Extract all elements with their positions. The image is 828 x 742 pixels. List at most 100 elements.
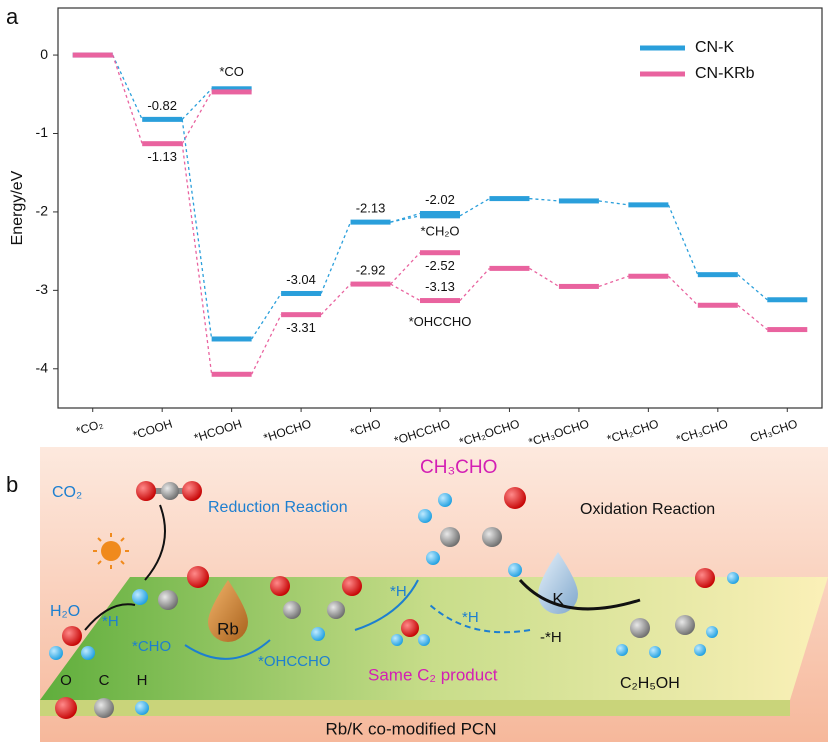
x-tick-label: *CHO <box>348 417 382 440</box>
atom-h <box>706 626 718 638</box>
ethanol-label: C₂H₅OH <box>620 675 680 692</box>
atom-h <box>132 589 148 605</box>
value-label: -2.92 <box>356 263 386 278</box>
atom-h <box>49 646 63 660</box>
rb-drop <box>208 580 248 642</box>
value-label: -2.52 <box>425 258 455 273</box>
connector <box>529 197 559 202</box>
arrow <box>84 603 136 631</box>
energy-diagram: a Energy/eV 0 -1 -2 -3 -4 *CO₂ *COOH *HCOOH *HOC… <box>6 4 823 450</box>
value-label: -2.02 <box>425 192 455 207</box>
atom-c <box>482 527 502 547</box>
y-tick-label: -2 <box>36 203 49 219</box>
h-label: *H <box>462 609 479 626</box>
co2-label: CO₂ <box>52 484 82 501</box>
panel-label: b <box>6 472 18 497</box>
connector <box>320 283 352 316</box>
atom-h <box>391 634 403 646</box>
k-drop <box>538 552 578 614</box>
x-tick-label: CH₃CHO <box>748 417 799 445</box>
y-tick-label: -4 <box>36 359 49 375</box>
annotation: *OHCCHO <box>409 314 472 329</box>
atom-o <box>55 697 77 719</box>
connector <box>390 252 421 285</box>
x-tick-label: *CH₃OCHO <box>527 417 591 450</box>
value-label: -1.13 <box>147 149 177 164</box>
h-label: *H <box>390 583 407 600</box>
connector <box>112 54 143 120</box>
reduction-label: Reduction Reaction <box>208 499 348 516</box>
atom-o <box>62 626 82 646</box>
oxidation-label: Oxidation Reaction <box>580 501 715 518</box>
intermediate-label: *CH₂O <box>421 224 460 239</box>
atom-o <box>342 576 362 596</box>
atom-c <box>158 590 178 610</box>
atom-h <box>649 646 661 658</box>
atom-c <box>94 698 114 718</box>
panel-label: a <box>6 4 19 29</box>
energy-level <box>558 283 599 289</box>
value-label: -2.13 <box>356 201 386 216</box>
connector <box>459 198 490 217</box>
connector <box>390 283 421 302</box>
connector <box>251 314 282 375</box>
energy-level <box>281 290 322 296</box>
energy-level <box>767 327 808 333</box>
connector <box>459 267 490 301</box>
connector <box>529 267 560 287</box>
atom-h <box>616 644 628 656</box>
legend-o: O <box>60 672 72 689</box>
atom-c <box>161 482 179 500</box>
legend-h: H <box>137 672 148 689</box>
atom-h <box>508 563 522 577</box>
connector <box>251 293 282 340</box>
atom-h <box>727 572 739 584</box>
arrow <box>429 604 531 634</box>
connector <box>390 212 421 223</box>
atom-o <box>270 576 290 596</box>
x-tick-label: *CO₂ <box>74 416 105 438</box>
arrow <box>184 639 271 660</box>
atom-h <box>311 627 325 641</box>
energy-level <box>767 297 808 303</box>
atom-o <box>695 568 715 588</box>
ohccho-label: *OHCCHO <box>258 653 331 670</box>
x-tick-label: *HCOOH <box>192 417 243 446</box>
cho-label: *CHO <box>132 638 171 655</box>
value-label: -0.82 <box>147 98 177 113</box>
value-label: -3.31 <box>286 320 316 335</box>
substrate-label: Rb/K co-modified PCN <box>325 719 496 738</box>
connector <box>181 119 213 340</box>
atom-o <box>136 481 156 501</box>
energy-level <box>420 298 460 304</box>
x-tick-label: *CH₃CHO <box>674 417 729 447</box>
connector <box>667 275 699 306</box>
sun <box>101 541 121 561</box>
connector <box>598 200 629 206</box>
energy-level <box>142 116 183 122</box>
value-label: -3.13 <box>425 279 455 294</box>
sun-rays <box>93 533 129 569</box>
atom-c <box>630 618 650 638</box>
connector <box>320 221 352 294</box>
connector <box>181 88 213 120</box>
x-tick-label: *COOH <box>131 417 174 443</box>
connector <box>181 91 213 145</box>
atom-c <box>440 527 460 547</box>
value-label: -3.04 <box>286 272 316 287</box>
x-tick-label: *HOCHO <box>262 417 313 446</box>
atom-h <box>694 644 706 656</box>
atom-h <box>418 509 432 523</box>
x-tick-label: *CH₂CHO <box>605 417 660 447</box>
atom-o <box>187 566 209 588</box>
energy-level <box>628 273 669 279</box>
energy-level <box>142 141 183 147</box>
atom-h <box>135 701 149 715</box>
arrow <box>518 579 641 611</box>
atom-h <box>426 551 440 565</box>
energy-level <box>628 202 669 208</box>
atom-h <box>438 493 452 507</box>
intermediate-label: *CO <box>219 64 244 79</box>
y-axis-label: Energy/eV <box>9 170 26 245</box>
